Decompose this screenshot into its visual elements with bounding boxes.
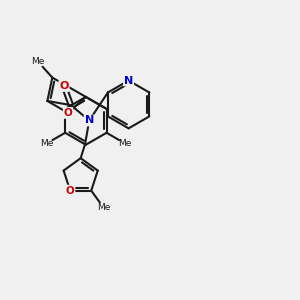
Text: Me: Me [97,203,110,212]
Text: O: O [59,81,69,91]
Text: O: O [66,186,74,196]
Text: N: N [85,116,94,125]
Text: Me: Me [32,58,45,67]
Text: Me: Me [118,139,131,148]
Text: N: N [124,76,133,85]
Text: O: O [64,108,72,118]
Text: Me: Me [40,139,54,148]
